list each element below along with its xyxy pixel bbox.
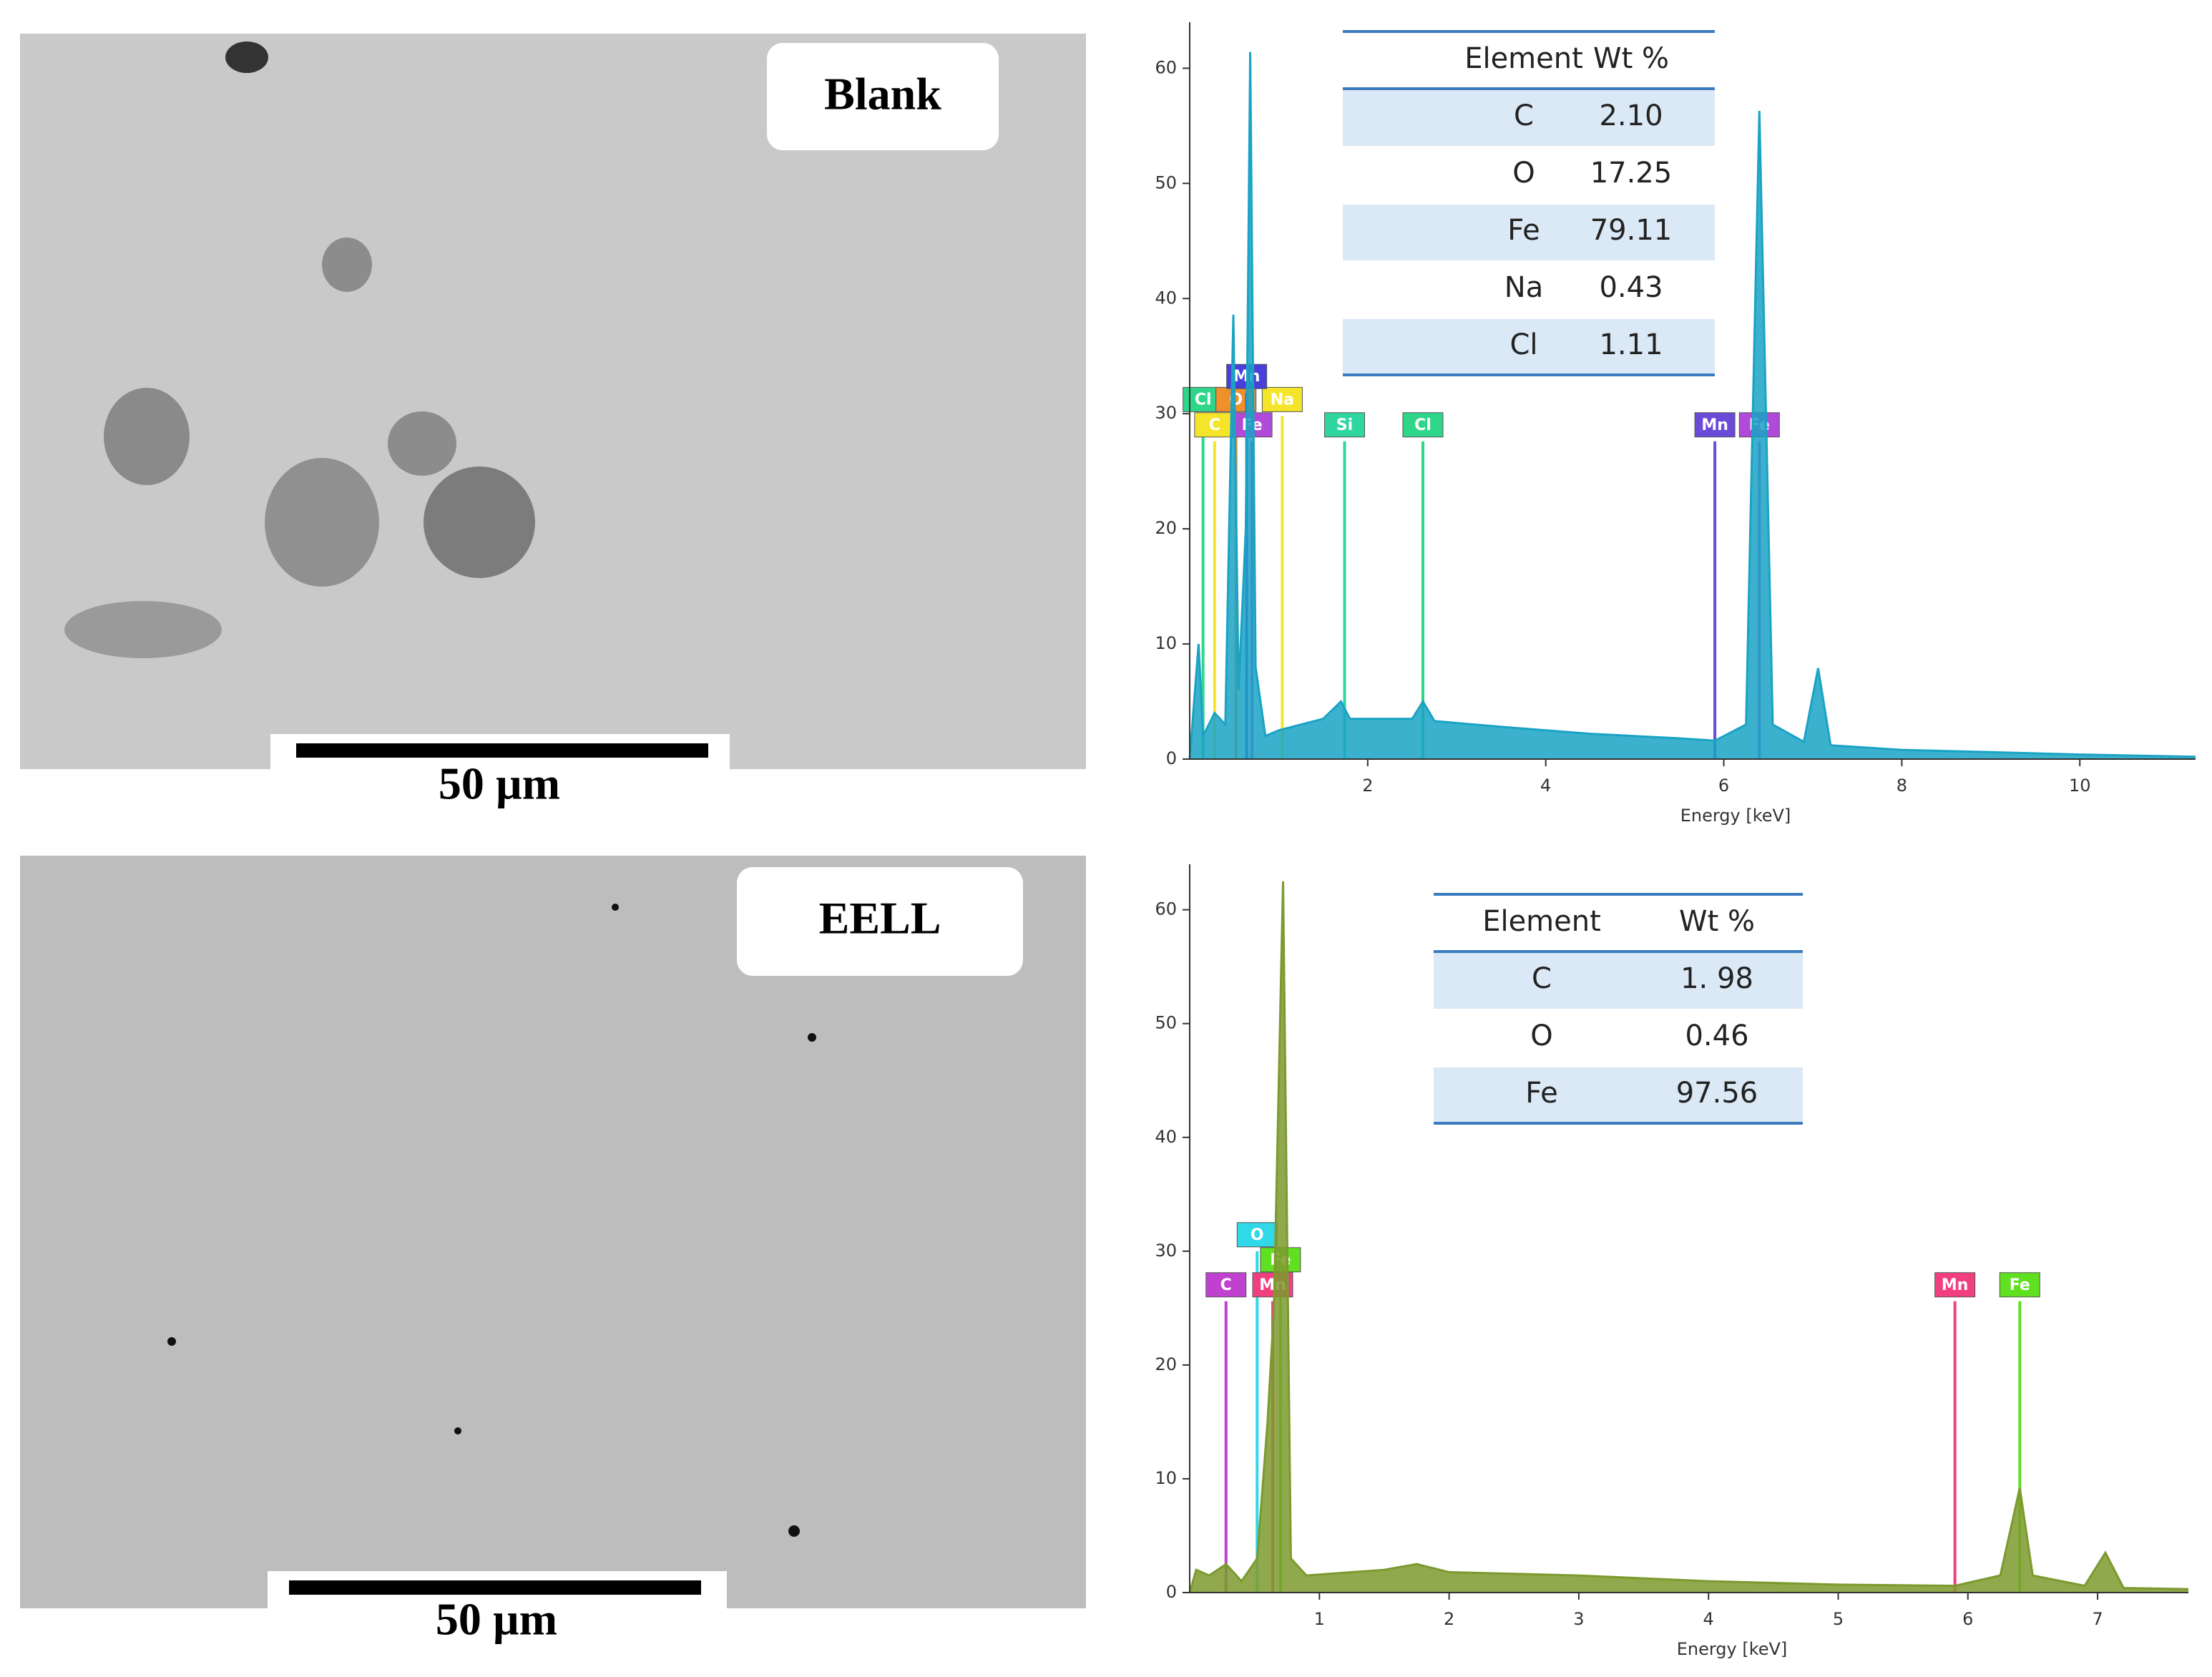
sem-image bbox=[20, 856, 1086, 1608]
table-cell: O bbox=[1530, 1020, 1552, 1052]
table-stripe bbox=[1343, 319, 1715, 375]
marker-label: Mn bbox=[1701, 416, 1728, 434]
x-tick-label: 10 bbox=[2069, 776, 2091, 796]
x-tick-label: 7 bbox=[2092, 1609, 2103, 1629]
y-tick-label: 40 bbox=[1155, 288, 1177, 308]
table-cell: 97.56 bbox=[1676, 1077, 1758, 1110]
sem-panel: Blank 50 µm bbox=[20, 34, 1086, 809]
x-tick-label: 2 bbox=[1444, 1609, 1454, 1629]
y-tick-label: 60 bbox=[1155, 57, 1177, 77]
corrosion-pit bbox=[424, 466, 535, 578]
x-tick-label: 6 bbox=[1718, 776, 1729, 796]
table-cell: 0.46 bbox=[1685, 1020, 1748, 1052]
y-tick-label: 0 bbox=[1166, 748, 1177, 768]
y-tick-label: 10 bbox=[1155, 633, 1177, 653]
pit bbox=[788, 1525, 800, 1537]
table-cell: C bbox=[1514, 99, 1534, 132]
scale-bar-label: 50 µm bbox=[436, 1594, 557, 1645]
x-tick-label: 4 bbox=[1703, 1609, 1714, 1629]
panel-label: Blank bbox=[824, 69, 941, 119]
table-cell: 1. 98 bbox=[1680, 962, 1753, 995]
spectrum-line bbox=[1188, 881, 2189, 1593]
table-cell: O bbox=[1512, 157, 1535, 190]
pit bbox=[612, 904, 619, 911]
marker-box bbox=[1694, 412, 1736, 438]
table-cell: Fe bbox=[1507, 214, 1540, 247]
x-axis-label: Energy [keV] bbox=[1680, 806, 1791, 826]
panel-label: EELL bbox=[819, 893, 941, 944]
table-cell: 79.11 bbox=[1590, 214, 1673, 247]
marker-label: Mn bbox=[1942, 1276, 1969, 1294]
table-header: Wt % bbox=[1593, 42, 1669, 75]
marker-label: Si bbox=[1336, 416, 1353, 434]
corrosion-pit bbox=[64, 601, 222, 658]
table-cell: Cl bbox=[1509, 328, 1537, 361]
x-tick-label: 2 bbox=[1362, 776, 1373, 796]
marker-box bbox=[1323, 412, 1365, 438]
marker-box bbox=[1402, 412, 1444, 438]
x-tick-label: 5 bbox=[1833, 1609, 1844, 1629]
x-tick-label: 6 bbox=[1962, 1609, 1973, 1629]
marker-label: Cl bbox=[1195, 391, 1212, 409]
marker-box bbox=[1934, 1272, 1976, 1298]
x-tick-label: 3 bbox=[1573, 1609, 1584, 1629]
table-cell: 2.10 bbox=[1599, 99, 1663, 132]
y-tick-label: 20 bbox=[1155, 518, 1177, 538]
corrosion-pit bbox=[265, 458, 379, 587]
table-cell: Na bbox=[1504, 271, 1543, 304]
y-tick-label: 50 bbox=[1155, 172, 1177, 192]
table-cell: Fe bbox=[1525, 1077, 1557, 1110]
table-header: Element bbox=[1482, 905, 1601, 938]
table-stripe bbox=[1434, 1067, 1803, 1123]
scale-bar-label: 50 µm bbox=[439, 758, 560, 809]
pit bbox=[454, 1427, 461, 1434]
label-box bbox=[737, 867, 1023, 976]
table-header: Element bbox=[1464, 42, 1583, 75]
label-box bbox=[767, 43, 999, 150]
table-cell: 1.11 bbox=[1599, 328, 1663, 361]
y-tick-label: 40 bbox=[1155, 1127, 1177, 1147]
table-stripe bbox=[1343, 205, 1715, 260]
table-stripe bbox=[1343, 90, 1715, 146]
corrosion-pit bbox=[104, 388, 190, 485]
marker-label: Fe bbox=[2010, 1276, 2030, 1294]
y-tick-label: 60 bbox=[1155, 899, 1177, 919]
table-header: Wt % bbox=[1679, 905, 1755, 938]
y-tick-label: 50 bbox=[1155, 1013, 1177, 1033]
table-cell: C bbox=[1532, 962, 1552, 995]
pit bbox=[808, 1033, 816, 1042]
marker-label: Cl bbox=[1414, 416, 1432, 434]
y-tick-label: 30 bbox=[1155, 403, 1177, 423]
marker-label: O bbox=[1251, 1226, 1264, 1244]
marker-label: C bbox=[1220, 1276, 1232, 1294]
marker-box bbox=[1194, 412, 1235, 438]
x-tick-label: 1 bbox=[1314, 1609, 1325, 1629]
corrosion-pit bbox=[225, 41, 268, 73]
y-tick-label: 0 bbox=[1166, 1582, 1177, 1602]
x-axis-label: Energy [keV] bbox=[1677, 1639, 1788, 1659]
table-cell: 17.25 bbox=[1590, 157, 1673, 190]
table-cell: 0.43 bbox=[1599, 271, 1663, 304]
sem-panel: EELL 50 µm bbox=[20, 856, 1086, 1645]
corrosion-pit bbox=[388, 411, 456, 476]
marker-box bbox=[1205, 1272, 1247, 1298]
x-tick-label: 8 bbox=[1897, 776, 1907, 796]
x-tick-label: 4 bbox=[1540, 776, 1551, 796]
marker-label: C bbox=[1209, 416, 1220, 434]
y-tick-label: 10 bbox=[1155, 1468, 1177, 1488]
pit bbox=[167, 1337, 176, 1346]
marker-label: Na bbox=[1271, 391, 1294, 409]
table-stripe bbox=[1434, 953, 1803, 1009]
scale-bar bbox=[296, 743, 708, 758]
marker-box bbox=[1999, 1272, 2040, 1298]
scale-bar bbox=[289, 1580, 701, 1595]
y-tick-label: 20 bbox=[1155, 1354, 1177, 1374]
corrosion-pit bbox=[322, 238, 372, 292]
marker-box bbox=[1261, 386, 1303, 412]
y-tick-label: 30 bbox=[1155, 1241, 1177, 1261]
spectrum-line bbox=[1188, 52, 2196, 760]
